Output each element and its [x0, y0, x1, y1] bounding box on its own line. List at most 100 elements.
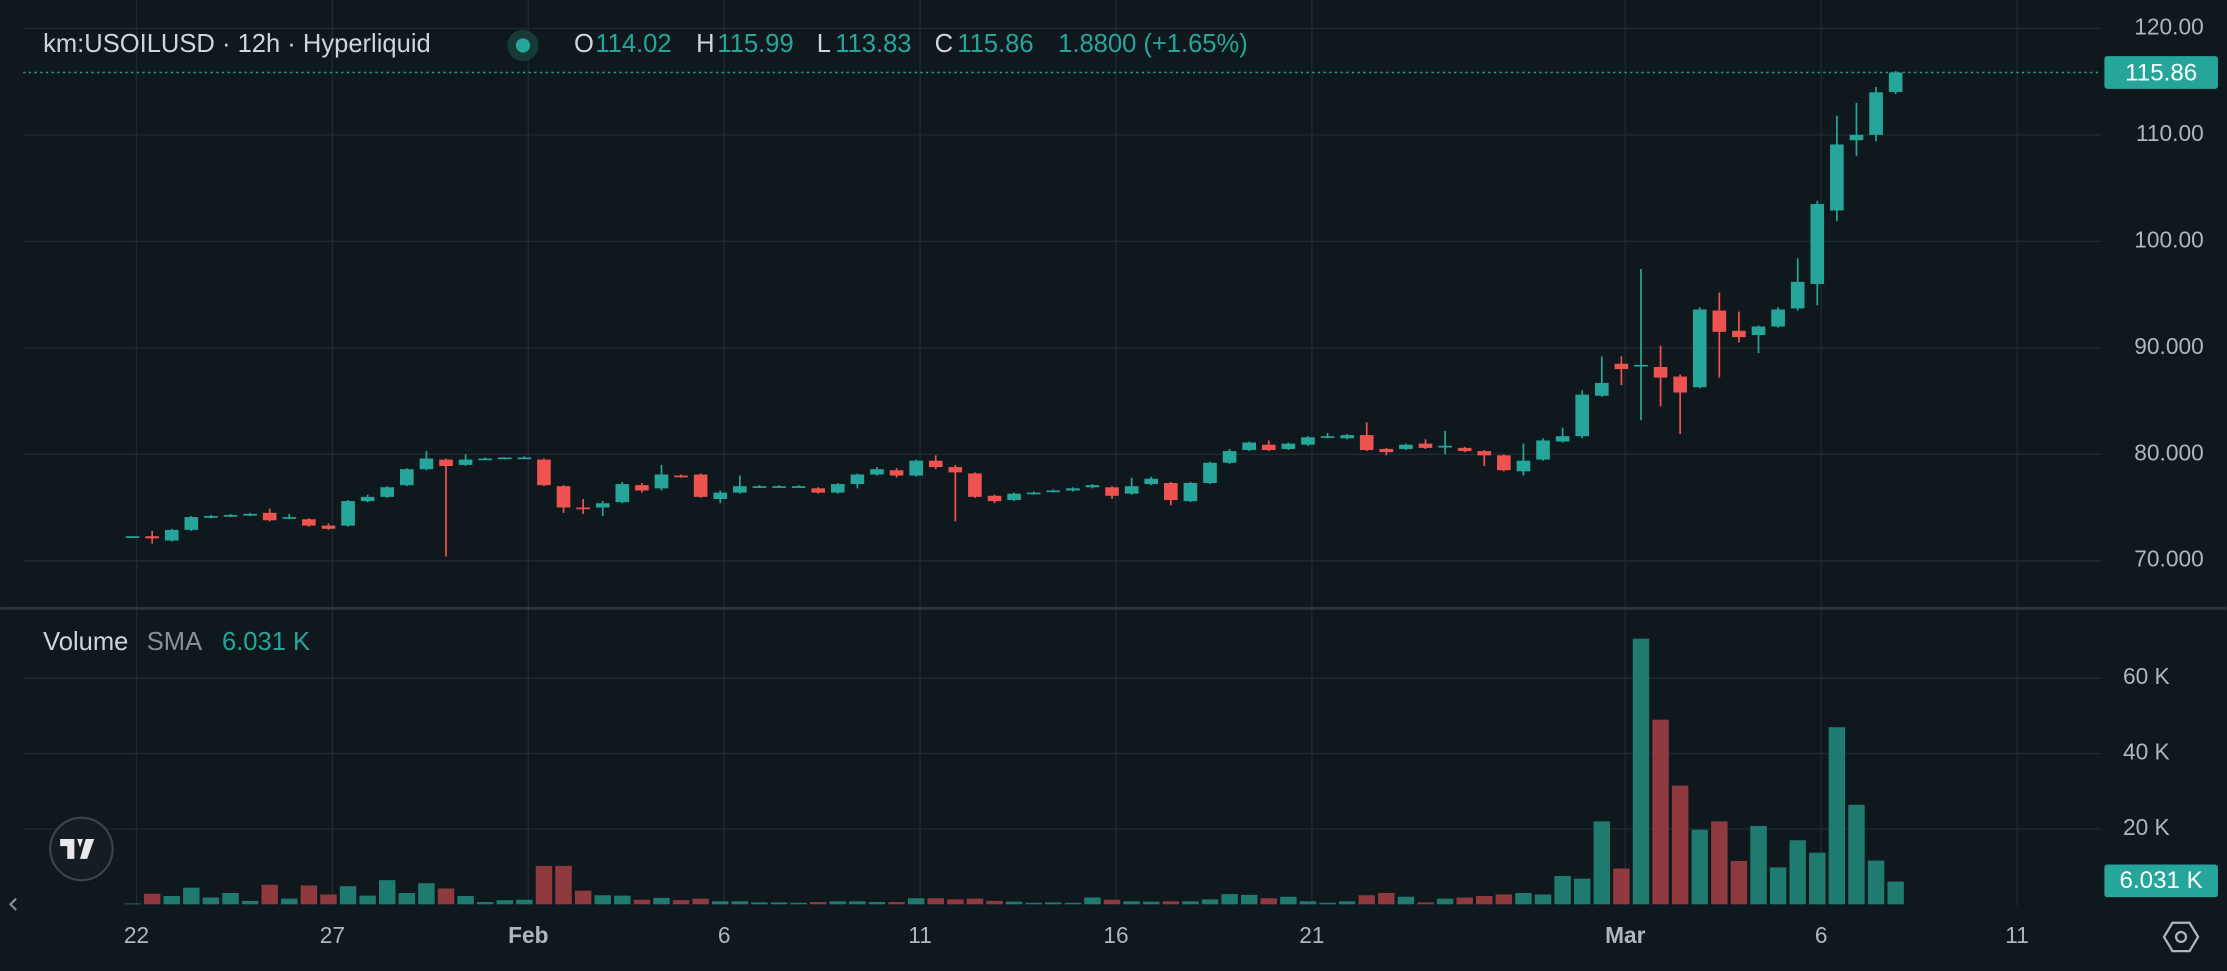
- volume-bar: [986, 900, 1003, 905]
- volume-bar: [1613, 868, 1630, 905]
- candle-body: [1516, 460, 1531, 472]
- volume-bar: [1769, 867, 1787, 905]
- candle-body: [1203, 462, 1217, 484]
- volume-bar: [1005, 901, 1023, 905]
- volume-bar: [1123, 901, 1140, 905]
- candle-body: [1751, 326, 1766, 336]
- candle-body: [752, 486, 767, 488]
- scroll-left[interactable]: [8, 897, 17, 911]
- volume-bar: [222, 892, 239, 905]
- candle-body: [693, 474, 708, 497]
- indicator-value: 6.031 K: [222, 628, 310, 656]
- volume-bar: [692, 898, 709, 905]
- candle-body: [1536, 440, 1550, 460]
- x-tick-label: 21: [1299, 922, 1324, 948]
- volume-bar: [1554, 876, 1571, 905]
- last-volume-label: 6.031 K: [2120, 867, 2203, 894]
- candle-body: [1888, 72, 1903, 93]
- candle-body: [1399, 444, 1413, 449]
- volume-bar: [183, 887, 200, 905]
- volume-bar: [672, 900, 690, 905]
- candle-body: [400, 469, 414, 486]
- volume-bar: [1809, 852, 1826, 905]
- volume-bar: [809, 902, 827, 905]
- candle-body: [1771, 309, 1785, 327]
- volume-bar: [1730, 860, 1748, 905]
- candle-body: [1653, 366, 1668, 378]
- candle-body: [850, 474, 865, 485]
- ohlc-letter: H: [696, 30, 714, 58]
- volume-bar: [849, 901, 866, 905]
- candle-body: [1379, 448, 1394, 453]
- candle-body: [1575, 394, 1590, 437]
- candle-body: [830, 484, 845, 493]
- volume-bar: [143, 893, 161, 905]
- candle-body: [360, 496, 375, 502]
- volume-bar: [1045, 902, 1062, 905]
- volume-bar: [1495, 894, 1513, 905]
- candle-body: [497, 457, 512, 460]
- volume-bar: [790, 902, 807, 905]
- volume-bar: [770, 902, 788, 905]
- candle-body: [1712, 310, 1727, 332]
- volume-bar: [1436, 898, 1454, 905]
- candle-body: [1301, 437, 1315, 445]
- y-tick-label: 110.00: [2136, 120, 2204, 146]
- volume-bar: [398, 892, 416, 905]
- y-tick-label: 40 K: [2123, 739, 2170, 765]
- volume-bar: [947, 899, 964, 905]
- volume-bar: [1064, 902, 1082, 905]
- candle-body: [576, 507, 590, 510]
- volume-bar: [907, 898, 925, 905]
- volume-bar: [751, 902, 768, 905]
- x-tick-label: Feb: [508, 922, 548, 948]
- volume-bar: [966, 898, 984, 905]
- candle-body: [517, 457, 532, 460]
- candle-body: [1124, 486, 1139, 494]
- candle-body: [282, 517, 297, 519]
- last-price-tag: [2104, 56, 2218, 89]
- volume-bar: [378, 880, 396, 905]
- volume-bar: [1143, 901, 1160, 905]
- settings-icon[interactable]: [2162, 921, 2200, 953]
- candle-body: [380, 487, 395, 497]
- ohlc-value: 115.86: [957, 30, 1033, 58]
- candle-body: [928, 460, 943, 468]
- volume-bar: [1750, 825, 1767, 905]
- ohlc-value: 113.83: [835, 30, 911, 58]
- volume-bar: [1338, 901, 1356, 905]
- volume-bar: [1652, 719, 1669, 905]
- volume-bar: [653, 897, 670, 905]
- candle-body: [791, 486, 806, 488]
- candle-body: [145, 536, 159, 539]
- volume-bar: [457, 895, 474, 905]
- volume-bar: [1476, 895, 1493, 905]
- volume-bar: [1397, 896, 1415, 905]
- candle-body: [1026, 492, 1041, 495]
- y-tick-label: 100.00: [2134, 226, 2203, 252]
- candle-body: [654, 474, 669, 489]
- volume-bar: [1084, 897, 1101, 905]
- volume-bar: [1632, 638, 1650, 905]
- candle-body: [243, 513, 257, 516]
- candle-body: [1497, 455, 1511, 471]
- volume-bar: [1691, 829, 1708, 905]
- candle-body: [968, 473, 982, 497]
- candle-body: [1830, 144, 1844, 211]
- volume-bar: [339, 886, 357, 905]
- candle-body: [1594, 382, 1609, 396]
- candle-body: [1673, 376, 1687, 393]
- volume-bar: [868, 902, 886, 905]
- volume-bar: [1456, 897, 1473, 905]
- tradingview-logo[interactable]: [49, 816, 114, 882]
- candle-body: [125, 536, 140, 538]
- candle-body: [1477, 451, 1492, 456]
- x-tick-label: 16: [1103, 922, 1128, 948]
- change: 1.8800 (+1.65%): [1058, 30, 1248, 58]
- volume-bar: [594, 895, 611, 905]
- volume-bar: [1299, 901, 1317, 905]
- volume-bar: [1240, 894, 1258, 905]
- x-tick-label: 6: [1815, 922, 1828, 948]
- logo-circle[interactable]: [49, 816, 114, 882]
